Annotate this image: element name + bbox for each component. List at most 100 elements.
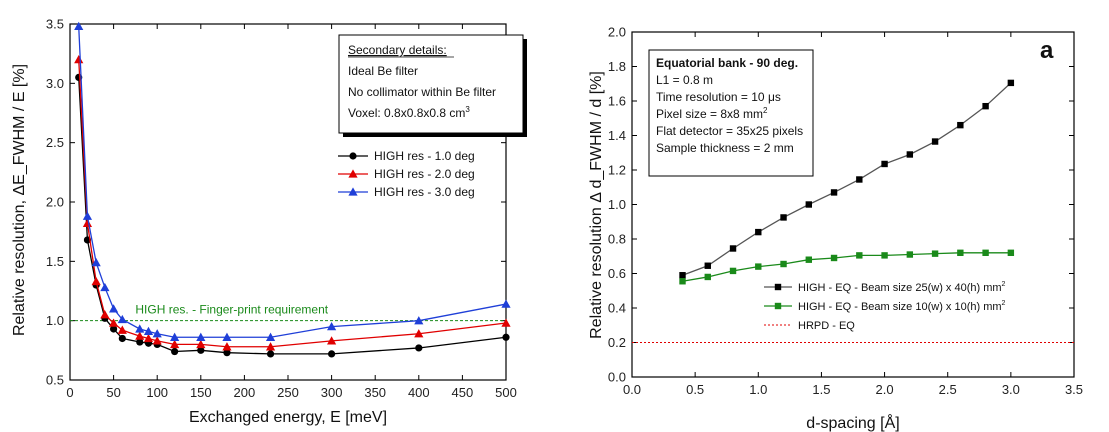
y-tick-label: 0.2 xyxy=(608,335,626,350)
y-tick-label: 1.0 xyxy=(46,313,64,328)
left-ticks: 0 50 100 150 200 250 300 350 400 450 500 0.5 1.0 1.5 2… xyxy=(46,17,517,401)
data-point xyxy=(755,263,762,270)
data-point xyxy=(780,260,787,268)
data-point xyxy=(74,55,84,64)
data-point xyxy=(679,278,686,285)
legend-label-text: HIGH res - 3.0 deg xyxy=(374,185,475,199)
data-point xyxy=(755,228,762,236)
data-point xyxy=(415,344,423,352)
data-point xyxy=(110,325,118,333)
data-point xyxy=(906,251,914,258)
legend-marker xyxy=(349,152,357,160)
data-point xyxy=(100,282,110,292)
data-point xyxy=(82,211,93,220)
x-tick-label: 1.0 xyxy=(749,382,767,397)
data-point xyxy=(328,350,336,358)
data-point xyxy=(805,201,812,208)
y-tick-label: 1.6 xyxy=(608,94,626,109)
data-point xyxy=(931,138,939,145)
x-tick-label: 200 xyxy=(234,385,256,400)
left-details-box: Secondary details: Ideal Be filter No co… xyxy=(338,34,527,137)
data-point xyxy=(1007,249,1015,256)
x-tick-label: 150 xyxy=(190,385,212,400)
series-line xyxy=(78,59,507,348)
data-point xyxy=(881,252,888,259)
right-details-box-frame xyxy=(648,49,814,177)
legend-label: HIGH - EQ - Beam size 25(w) x 40(h) mm2 xyxy=(798,281,1006,294)
right-details-title: Equatorial bank - 90 deg. xyxy=(656,56,798,70)
right-legend: HIGH - EQ - Beam size 25(w) x 40(h) mm2 H… xyxy=(764,281,1006,332)
right-details-line-1: L1 = 0.8 m xyxy=(656,73,713,87)
right-chart: 0.0 0.5 1.0 1.5 2.0 2.5 3.0 3.5 0.0 0.2 0.4 0.6 0.8 1… xyxy=(588,25,1083,432)
data-point xyxy=(1007,79,1015,87)
left-chart: 0 50 100 150 200 250 300 350 400 450 500 0.5 1.0 1.5 2… xyxy=(11,17,527,426)
data-point xyxy=(265,342,276,351)
y-tick-label: 2.5 xyxy=(46,135,64,150)
right-details-box: Equatorial bank - 90 deg. L1 = 0.8 m Tim… xyxy=(648,49,814,177)
data-point xyxy=(957,249,964,256)
left-x-axis-label: Exchanged energy, E [meV] xyxy=(189,409,387,426)
data-point xyxy=(170,339,180,349)
data-point xyxy=(109,318,119,327)
data-point xyxy=(135,324,145,333)
data-point xyxy=(805,256,812,263)
data-point xyxy=(109,304,119,313)
right-y-axis-label: Relative resolution Δ d_FWHM / d [%] xyxy=(588,71,605,339)
data-point xyxy=(830,189,838,196)
right-x-axis-label: d-spacing [Å] xyxy=(806,413,899,432)
y-tick-label: 0.0 xyxy=(608,370,626,385)
data-point xyxy=(135,331,145,340)
legend-label-sup: 2 xyxy=(1002,300,1006,307)
data-point xyxy=(170,332,180,341)
data-point xyxy=(91,276,101,286)
data-point xyxy=(152,329,162,338)
right-details-line-4: Flat detector = 35x25 pixels xyxy=(656,124,803,138)
x-tick-label: 400 xyxy=(408,385,430,400)
series-1 xyxy=(679,79,1015,279)
data-point xyxy=(957,121,964,129)
data-point xyxy=(982,102,989,110)
x-tick-label: 250 xyxy=(277,385,299,400)
right-details-pixel-text: Pixel size = 8x8 mm xyxy=(656,107,763,121)
y-tick-label: 0.4 xyxy=(608,301,626,316)
x-tick-label: 2.0 xyxy=(876,382,894,397)
data-point xyxy=(118,334,126,343)
legend-marker xyxy=(348,169,358,178)
y-tick-label: 1.4 xyxy=(608,128,626,143)
legend-label-text: HRPD - EQ xyxy=(798,320,855,332)
left-reference-line: HIGH res. - Finger-print requirement xyxy=(70,303,506,322)
x-tick-label: 1.5 xyxy=(812,382,830,397)
data-point xyxy=(982,249,989,256)
legend-marker xyxy=(774,302,782,310)
data-point xyxy=(143,326,154,336)
x-tick-label: 350 xyxy=(364,385,386,400)
data-point xyxy=(82,218,93,228)
series-line xyxy=(682,82,1012,276)
panel-letter-a: a xyxy=(1040,37,1054,64)
y-tick-label: 1.8 xyxy=(608,59,626,74)
y-tick-label: 3.5 xyxy=(46,17,64,32)
left-details-voxel-sup: 3 xyxy=(465,105,470,114)
legend-marker xyxy=(348,187,358,196)
legend-label-sup: 2 xyxy=(1002,281,1006,288)
data-point xyxy=(100,310,110,319)
left-details-voxel-text: Voxel: 0.8x0.8x0.8 cm xyxy=(348,106,465,120)
data-point xyxy=(197,346,205,354)
left-details-line-1: Ideal Be filter xyxy=(348,64,418,78)
data-point xyxy=(704,262,711,269)
left-details-voxel: Voxel: 0.8x0.8x0.8 cm3 xyxy=(348,105,470,120)
legend-marker xyxy=(774,283,782,291)
left-details-line-2: No collimator within Be filter xyxy=(348,85,496,99)
left-details-title: Secondary details: xyxy=(348,43,447,57)
data-point xyxy=(906,151,914,158)
series-2 xyxy=(679,249,1015,285)
legend-label-text: HIGH - EQ - Beam size 10(w) x 10(h) mm xyxy=(798,301,1002,313)
data-point xyxy=(704,273,711,281)
y-tick-label: 3.0 xyxy=(46,76,64,91)
right-details-pixel: Pixel size = 8x8 mm2 xyxy=(656,106,768,121)
data-point xyxy=(117,314,127,324)
legend-label: HIGH res - 1.0 deg xyxy=(374,149,475,163)
x-tick-label: 0 xyxy=(66,385,73,400)
data-point xyxy=(171,347,179,356)
data-point xyxy=(327,322,337,331)
